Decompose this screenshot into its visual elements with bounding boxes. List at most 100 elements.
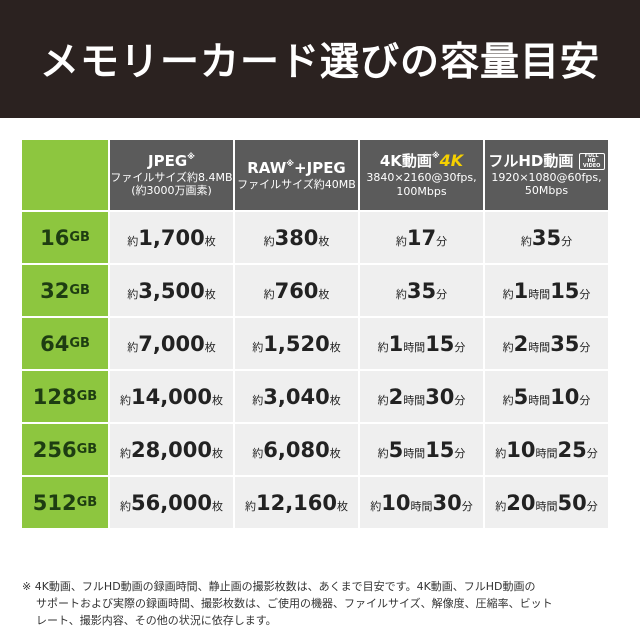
cell-text: 30: [425, 385, 455, 409]
column-header: 4K動画※4K 3840×2160@30fps, 100Mbps: [360, 140, 483, 210]
footnote-line: サポートおよび実際の録画時間、撮影枚数は、ご使用の機器、ファイルサイズ、解像度、…: [36, 597, 553, 610]
cell-text: 約: [502, 341, 514, 354]
row-label: 32 GB: [22, 265, 108, 316]
cell-text: 時間: [528, 394, 551, 407]
column-header: JPEG※ ファイルサイズ約8.4MB (約3000万画素): [110, 140, 233, 210]
header-mark: ※: [286, 158, 295, 168]
cell-text: 12,160: [255, 491, 338, 515]
cell-text: 分: [586, 500, 598, 513]
capacity-text: GB: [76, 442, 98, 457]
cell-text: 時間: [528, 341, 551, 354]
cell-text: 1: [388, 332, 404, 356]
row-label: 128 GB: [22, 371, 108, 422]
cell-text: 約: [395, 288, 407, 301]
cell-text: 約: [252, 341, 264, 354]
cell-text: 枚: [329, 341, 341, 354]
cell-text: 枚: [204, 341, 216, 354]
cell-text: 分: [436, 235, 448, 248]
capacity-table: JPEG※ ファイルサイズ約8.4MB (約3000万画素) RAW※+JPEG…: [22, 140, 608, 528]
cell-text: 10: [506, 438, 536, 462]
row-label: 512 GB: [22, 477, 108, 528]
header-title: RAW: [247, 158, 287, 177]
table-cell: 約 10 時間 30 分: [360, 477, 483, 528]
table-cell: 約 1 時間 15 分: [360, 318, 483, 369]
full-hd-badge: FULL HD VIDEO: [578, 152, 605, 170]
cell-text: 約: [127, 235, 139, 248]
cell-text: 約: [495, 500, 507, 513]
cell-text: 10: [381, 491, 411, 515]
cell-text: 時間: [535, 447, 558, 460]
cell-text: 56,000: [130, 491, 213, 515]
capacity-text: GB: [69, 283, 90, 298]
cell-text: 時間: [535, 500, 558, 513]
cell-text: 14,000: [130, 385, 213, 409]
capacity-text: GB: [76, 389, 98, 404]
cell-text: 7,000: [138, 332, 205, 356]
cell-text: 約: [377, 341, 389, 354]
cell-text: 時間: [410, 500, 433, 513]
cell-text: 15: [425, 438, 455, 462]
cell-text: 分: [579, 288, 591, 301]
row-label: 64 GB: [22, 318, 108, 369]
table-cell: 約 5 時間 10 分: [485, 371, 608, 422]
capacity-text: 16: [40, 225, 70, 250]
header-title: +JPEG: [294, 158, 346, 177]
capacity-text: GB: [69, 336, 90, 351]
header-title: 4K動画: [379, 152, 432, 171]
cell-text: 約: [502, 288, 514, 301]
cell-text: 枚: [318, 288, 330, 301]
row-label: 256 GB: [22, 424, 108, 475]
cell-text: 枚: [212, 500, 224, 513]
capacity-text: GB: [76, 495, 98, 510]
capacity-text: 32: [40, 278, 70, 303]
header-sub: 3840×2160@30fps,: [366, 171, 477, 185]
cell-text: 5: [388, 438, 404, 462]
table-cell: 約 14,000 枚: [110, 371, 233, 422]
cell-text: 35: [550, 332, 580, 356]
header-sub: 50Mbps: [524, 184, 569, 198]
4k-logo: 4K: [439, 151, 464, 171]
cell-text: 50: [557, 491, 587, 515]
footnote-line: レート、撮影内容、その他の状況に依存します。: [36, 614, 277, 627]
table-cell: 約 2 時間 35 分: [485, 318, 608, 369]
cell-text: 約: [119, 447, 131, 460]
row-label: 16 GB: [22, 212, 108, 263]
header-sub: 1920×1080@60fps,: [491, 170, 602, 184]
cell-text: 約: [377, 447, 389, 460]
table-cell: 約 12,160 枚: [235, 477, 358, 528]
capacity-text: 128: [32, 384, 77, 409]
table-cell: 約 760 枚: [235, 265, 358, 316]
cell-text: 約: [252, 394, 264, 407]
cell-text: 35: [531, 226, 562, 250]
cell-text: 約: [244, 500, 256, 513]
cell-text: 約: [395, 235, 407, 248]
cell-text: 2: [513, 332, 529, 356]
cell-text: 約: [377, 394, 389, 407]
cell-text: 約: [127, 341, 139, 354]
cell-text: 20: [506, 491, 536, 515]
table-cell: 約 5 時間 15 分: [360, 424, 483, 475]
cell-text: 約: [520, 235, 532, 248]
cell-text: 枚: [329, 447, 341, 460]
cell-text: 30: [432, 491, 462, 515]
table-cell: 約 1,700 枚: [110, 212, 233, 263]
cell-text: 枚: [212, 447, 224, 460]
table-cell: 約 7,000 枚: [110, 318, 233, 369]
cell-text: 約: [263, 235, 275, 248]
corner-cell: [22, 140, 108, 210]
table-cell: 約 10 時間 25 分: [485, 424, 608, 475]
header-mark: ※: [431, 151, 440, 161]
cell-text: 17: [406, 226, 437, 250]
cell-text: 1: [513, 279, 529, 303]
cell-text: 分: [579, 341, 591, 354]
column-header: フルHD動画 FULL HD VIDEO 1920×1080@60fps, 50…: [485, 140, 608, 210]
cell-text: 760: [274, 279, 319, 303]
cell-text: 分: [579, 394, 591, 407]
cell-text: 約: [263, 288, 275, 301]
cell-text: 枚: [337, 500, 349, 513]
header-title: JPEG: [148, 151, 188, 170]
cell-text: 28,000: [130, 438, 213, 462]
cell-text: 枚: [212, 394, 224, 407]
cell-text: 約: [502, 394, 514, 407]
